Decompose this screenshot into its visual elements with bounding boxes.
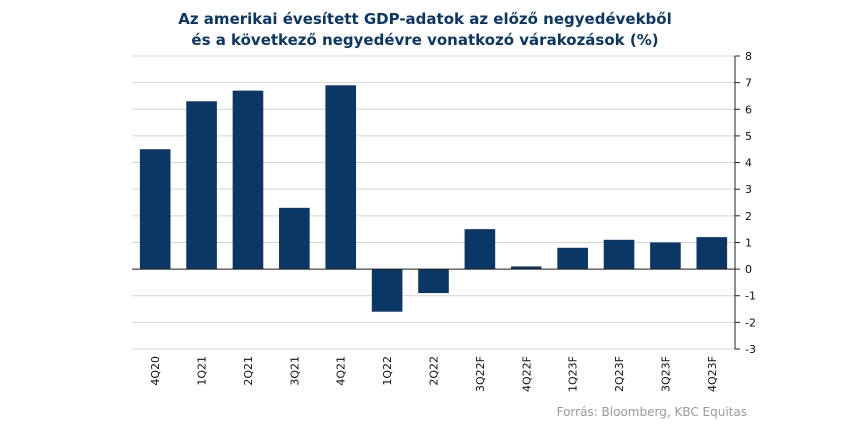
bar-4q23f bbox=[696, 237, 728, 270]
y-tick-label: 6 bbox=[745, 103, 752, 116]
y-tick-label: 8 bbox=[745, 50, 752, 63]
bar-3q22f bbox=[464, 229, 496, 270]
bar-1q22 bbox=[371, 269, 403, 312]
x-category-label: 2Q23F bbox=[613, 356, 626, 392]
y-tick-label: -2 bbox=[745, 316, 756, 329]
x-category-label: 4Q23F bbox=[706, 356, 719, 392]
y-axis-tick-labels: 8 7 6 5 4 3 2 1 0 -1 -2 -3 bbox=[745, 50, 756, 356]
bar-4q21 bbox=[325, 85, 357, 270]
bar-1q21 bbox=[186, 101, 217, 270]
bar-2q23f bbox=[603, 239, 635, 270]
x-category-label: 1Q23F bbox=[567, 356, 580, 392]
chart-title: Az amerikai évesített GDP-adatok az előz… bbox=[0, 9, 850, 51]
x-category-label: 3Q21 bbox=[288, 356, 301, 386]
chart-title-line-2: és a következő negyedévre vonatkozó vára… bbox=[191, 31, 659, 49]
y-tick-label: 3 bbox=[745, 183, 752, 196]
y-tick-label: 5 bbox=[745, 130, 752, 143]
bar-3q21 bbox=[279, 207, 310, 270]
bar-4q22f bbox=[510, 266, 542, 270]
y-tick-label: 2 bbox=[745, 210, 752, 223]
x-axis-category-labels: 4Q20 1Q21 2Q21 3Q21 4Q21 1Q22 2Q22 3Q22F 4Q22F 1Q… bbox=[149, 356, 719, 392]
y-tick-label: -1 bbox=[745, 290, 756, 303]
x-category-label: 4Q21 bbox=[335, 356, 348, 386]
chart-title-line-1: Az amerikai évesített GDP-adatok az előz… bbox=[178, 10, 672, 28]
x-category-label: 3Q22F bbox=[474, 356, 487, 392]
bars bbox=[139, 85, 728, 312]
bar-1q23f bbox=[557, 247, 588, 270]
y-tick-label: 4 bbox=[745, 157, 752, 170]
gridlines bbox=[132, 55, 735, 350]
source-note: Forrás: Bloomberg, KBC Equitas bbox=[556, 405, 747, 419]
x-category-label: 3Q23F bbox=[659, 356, 672, 392]
bar-3q23f bbox=[650, 242, 681, 270]
x-category-label: 2Q21 bbox=[242, 356, 255, 386]
y-tick-label: 0 bbox=[745, 263, 752, 276]
y-axis bbox=[132, 55, 740, 350]
x-category-label: 2Q22 bbox=[428, 356, 441, 386]
y-tick-label: -3 bbox=[745, 343, 756, 356]
x-category-label: 4Q20 bbox=[149, 356, 162, 386]
x-category-label: 4Q22F bbox=[520, 356, 533, 392]
bar-2q22 bbox=[418, 269, 449, 294]
x-category-label: 1Q21 bbox=[196, 356, 209, 386]
x-category-label: 1Q22 bbox=[381, 356, 394, 386]
bar-2q21 bbox=[232, 90, 264, 270]
y-tick-label: 1 bbox=[745, 236, 752, 249]
y-tick-label: 7 bbox=[745, 77, 752, 90]
bar-4q20 bbox=[139, 149, 171, 270]
